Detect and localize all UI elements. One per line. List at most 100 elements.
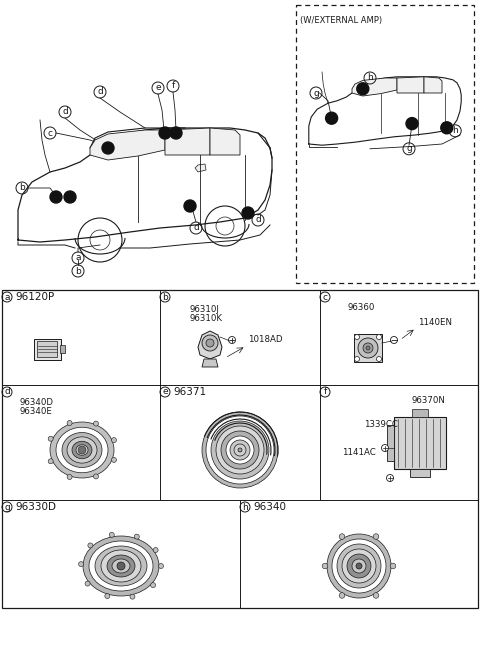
Circle shape — [322, 564, 328, 569]
Circle shape — [339, 592, 345, 598]
Circle shape — [352, 559, 366, 573]
Circle shape — [130, 594, 135, 599]
Circle shape — [382, 445, 388, 451]
FancyBboxPatch shape — [296, 5, 474, 283]
Circle shape — [102, 142, 114, 154]
Text: 96371: 96371 — [173, 387, 206, 397]
Text: b: b — [19, 184, 25, 192]
Text: h: h — [367, 73, 373, 83]
Text: 96360: 96360 — [348, 303, 375, 312]
Circle shape — [170, 127, 182, 139]
Circle shape — [358, 338, 378, 358]
Circle shape — [356, 563, 362, 569]
Text: 96340E: 96340E — [20, 407, 53, 416]
Text: d: d — [255, 216, 261, 224]
Text: h: h — [452, 127, 458, 135]
Text: (W/EXTERNAL AMP): (W/EXTERNAL AMP) — [300, 16, 382, 25]
Circle shape — [64, 191, 76, 203]
Circle shape — [366, 346, 370, 350]
Text: d: d — [4, 388, 10, 396]
Circle shape — [390, 564, 396, 569]
Circle shape — [376, 356, 382, 361]
Ellipse shape — [76, 445, 88, 455]
Ellipse shape — [117, 562, 125, 570]
Text: g: g — [4, 502, 10, 512]
Circle shape — [94, 474, 98, 479]
Ellipse shape — [67, 437, 97, 463]
Ellipse shape — [101, 550, 141, 582]
Circle shape — [386, 474, 394, 482]
FancyBboxPatch shape — [60, 345, 65, 353]
Text: c: c — [323, 293, 327, 302]
FancyBboxPatch shape — [37, 341, 57, 357]
Circle shape — [94, 421, 98, 426]
Circle shape — [234, 444, 246, 456]
Circle shape — [355, 356, 360, 361]
Circle shape — [216, 426, 264, 474]
Circle shape — [357, 83, 369, 95]
Circle shape — [206, 416, 274, 484]
Circle shape — [238, 448, 242, 452]
Polygon shape — [424, 77, 442, 93]
Ellipse shape — [89, 541, 153, 591]
Circle shape — [202, 412, 278, 488]
Circle shape — [48, 459, 53, 464]
Text: e: e — [155, 83, 161, 92]
Circle shape — [363, 343, 373, 353]
Ellipse shape — [107, 555, 135, 577]
Circle shape — [327, 534, 391, 598]
FancyBboxPatch shape — [354, 334, 382, 362]
Ellipse shape — [62, 432, 102, 468]
Ellipse shape — [95, 546, 147, 586]
Circle shape — [159, 127, 171, 139]
Circle shape — [151, 583, 156, 588]
Polygon shape — [387, 425, 394, 461]
Circle shape — [342, 549, 376, 583]
Circle shape — [441, 122, 453, 134]
Text: f: f — [324, 388, 326, 396]
Circle shape — [337, 544, 381, 588]
Text: e: e — [162, 388, 168, 396]
Circle shape — [391, 337, 397, 344]
Circle shape — [184, 200, 196, 212]
Text: g: g — [313, 89, 319, 98]
Circle shape — [88, 543, 93, 548]
Circle shape — [67, 420, 72, 426]
Circle shape — [202, 335, 218, 351]
Ellipse shape — [50, 422, 114, 478]
Circle shape — [228, 337, 236, 344]
FancyBboxPatch shape — [394, 417, 446, 469]
Circle shape — [221, 431, 259, 469]
Polygon shape — [165, 128, 210, 155]
Text: 96310J: 96310J — [190, 305, 220, 314]
Circle shape — [79, 562, 84, 567]
Ellipse shape — [83, 536, 159, 596]
Circle shape — [48, 436, 53, 441]
Text: 96370N: 96370N — [412, 396, 446, 405]
Circle shape — [347, 554, 371, 578]
Text: d: d — [62, 108, 68, 117]
Circle shape — [206, 339, 214, 347]
Text: f: f — [171, 81, 175, 91]
Circle shape — [111, 438, 117, 443]
Text: b: b — [162, 293, 168, 302]
Text: 1339CC: 1339CC — [364, 420, 398, 429]
Circle shape — [406, 117, 418, 130]
Text: 1141AC: 1141AC — [342, 448, 376, 457]
Text: b: b — [75, 266, 81, 276]
Text: 96310K: 96310K — [190, 314, 223, 323]
Circle shape — [373, 592, 379, 598]
Text: d: d — [97, 87, 103, 96]
FancyBboxPatch shape — [412, 409, 428, 417]
Circle shape — [85, 581, 90, 586]
Ellipse shape — [56, 427, 108, 473]
Polygon shape — [195, 164, 206, 172]
Ellipse shape — [72, 441, 92, 459]
Circle shape — [242, 207, 254, 219]
Circle shape — [134, 534, 139, 539]
Circle shape — [78, 446, 86, 454]
Circle shape — [67, 474, 72, 480]
Circle shape — [153, 548, 158, 552]
Text: 1140EN: 1140EN — [418, 318, 452, 327]
Circle shape — [230, 440, 250, 460]
